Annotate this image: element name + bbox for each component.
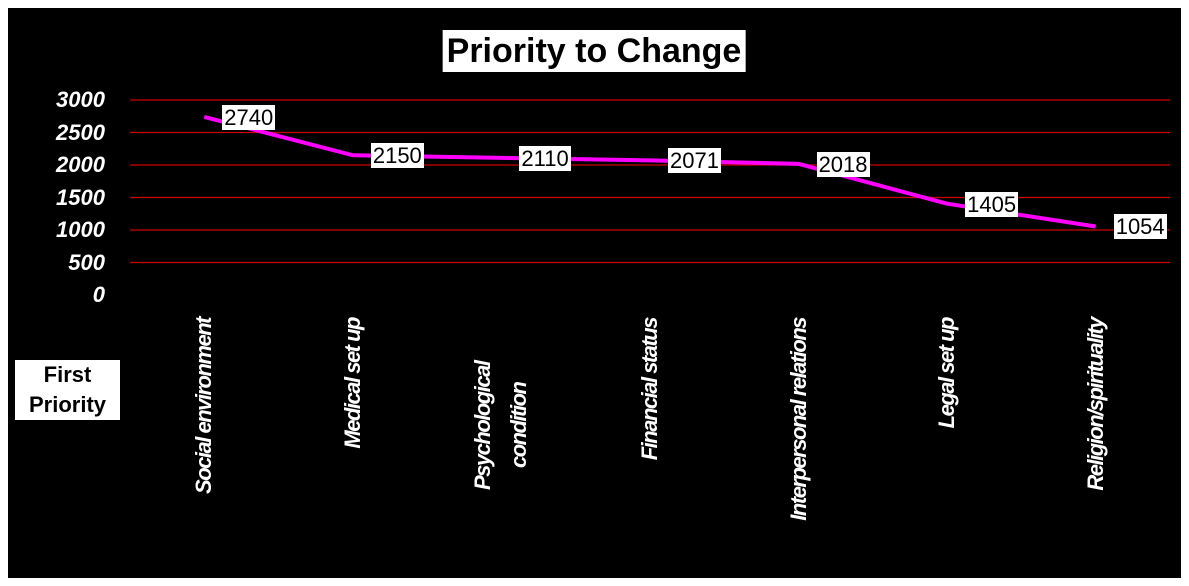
x-tick-label: Legal set up <box>934 318 960 429</box>
data-label: 2071 <box>668 148 721 174</box>
x-tick-label: Medical set up <box>339 318 365 449</box>
y-tick-label: 2500 <box>56 119 105 145</box>
x-tick-label: Social environment <box>191 318 217 494</box>
data-label: 2110 <box>519 145 571 171</box>
data-label: 2740 <box>222 104 276 130</box>
chart-background <box>8 8 1181 578</box>
y-tick-label: 0 <box>92 282 105 307</box>
y-tick-label: 500 <box>68 249 105 275</box>
data-label: 1405 <box>965 191 1019 217</box>
x-axis-title: First Priority <box>15 360 120 420</box>
y-tick-label: 1000 <box>56 217 105 242</box>
x-tick-label: Psychological condition <box>470 361 532 490</box>
x-tick-label: Interpersonal relations <box>785 318 811 521</box>
y-tick-label: 3000 <box>56 87 105 112</box>
line-series <box>203 114 1097 229</box>
x-tick-label: Financial status <box>637 318 662 461</box>
data-label: 2150 <box>370 143 424 169</box>
x-tick-label: Religion/spirituality <box>1082 318 1108 491</box>
data-label: 2018 <box>816 151 870 177</box>
y-tick-label: 1500 <box>56 184 105 210</box>
chart-title: Priority to Change <box>442 30 746 72</box>
y-tick-label: 2000 <box>56 152 105 177</box>
data-label: 1054 <box>1113 214 1167 240</box>
